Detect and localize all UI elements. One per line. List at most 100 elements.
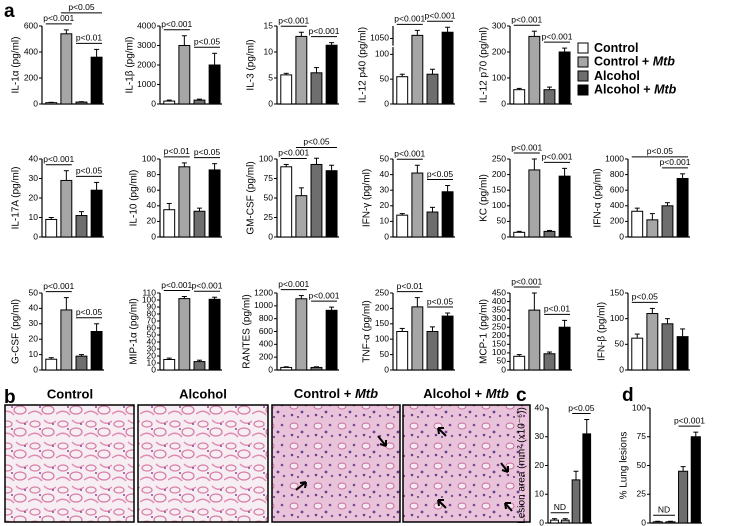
bar xyxy=(411,306,424,371)
y-tick-label: 100 xyxy=(375,49,389,59)
y-axis-label: IL-12 p40 (pg/ml) xyxy=(358,27,369,103)
y-tick-label: 50 xyxy=(29,287,39,297)
significance-label: p<0.05 xyxy=(303,137,330,147)
bar xyxy=(75,355,88,371)
y-tick-label: 0 xyxy=(33,364,38,374)
bar xyxy=(665,521,676,524)
bar xyxy=(543,230,556,238)
y-tick-label: 1000 xyxy=(137,79,156,89)
y-tick-label: 20 xyxy=(147,216,157,226)
y-tick-label: 0 xyxy=(619,364,624,374)
y-tick-label: 800 xyxy=(610,169,624,179)
legend-swatch xyxy=(577,42,589,54)
bar xyxy=(295,298,308,371)
y-tick-label: 50 xyxy=(380,349,390,359)
y-tick-label: 70 xyxy=(147,315,157,325)
bar xyxy=(396,76,409,105)
panel-label: a xyxy=(4,1,15,22)
y-tick-label: 30 xyxy=(380,184,390,194)
bar xyxy=(75,215,88,238)
y-axis-label: RANTES (pg/ml) xyxy=(242,294,253,368)
y-tick-label: 150 xyxy=(610,287,624,297)
y-tick-label: 0 xyxy=(33,231,38,241)
bar xyxy=(178,166,191,238)
y-axis-label: IFN-α (pg/ml) xyxy=(593,168,604,227)
y-tick-label: 0 xyxy=(268,231,273,241)
bar xyxy=(60,33,73,105)
bar xyxy=(441,191,454,238)
bar xyxy=(310,366,323,371)
bar xyxy=(60,179,73,238)
y-tick-label: 600 xyxy=(24,20,38,30)
y-tick-label: 200 xyxy=(24,72,38,82)
bar xyxy=(163,209,176,238)
y-tick-label: 0 xyxy=(501,231,506,241)
bar xyxy=(411,34,424,105)
y-axis-label: KC (pg/ml) xyxy=(479,174,490,222)
y-tick-label: 20 xyxy=(147,350,157,360)
y-tick-label: 30 xyxy=(29,173,39,183)
significance-label: p<0.05 xyxy=(194,147,221,157)
significance-label: p<0.001 xyxy=(278,148,309,158)
bar xyxy=(426,73,439,105)
y-tick-label: 600 xyxy=(610,184,624,194)
y-tick-label: 60 xyxy=(147,322,157,332)
y-tick-label: 75 xyxy=(637,431,647,441)
bar xyxy=(60,309,73,371)
bar xyxy=(295,35,308,105)
significance-label: p<0.05 xyxy=(76,307,103,317)
legend-label: Control xyxy=(594,41,638,55)
y-tick-label: 0 xyxy=(619,231,624,241)
bar xyxy=(528,309,541,371)
bar xyxy=(208,64,221,105)
y-tick-label: 1050 xyxy=(370,33,389,43)
significance-label: p<0.001 xyxy=(309,26,340,36)
y-tick-label: 300 xyxy=(492,20,506,30)
y-tick-label: 100 xyxy=(142,294,156,304)
bar xyxy=(325,170,338,238)
bar xyxy=(426,211,439,238)
y-tick-label: 100 xyxy=(632,402,646,412)
y-tick-label: 150 xyxy=(375,318,389,328)
y-tick-label: 0 xyxy=(151,98,156,108)
y-tick-label: 50 xyxy=(497,356,507,366)
y-tick-label: 40 xyxy=(380,169,390,179)
bar xyxy=(543,353,556,371)
y-tick-label: 10 xyxy=(29,212,39,222)
significance-label: p<0.001 xyxy=(309,290,340,300)
bar xyxy=(178,298,191,371)
significance-label: p<0.001 xyxy=(660,157,691,167)
y-tick-label: 400 xyxy=(492,296,506,306)
histology-title: Control + Mtb xyxy=(294,386,378,401)
significance-label: p<0.001 xyxy=(542,152,573,162)
bar xyxy=(426,331,439,371)
bar xyxy=(90,189,103,238)
bar xyxy=(661,205,674,238)
y-tick-label: 0 xyxy=(151,231,156,241)
bar xyxy=(558,51,571,105)
bar xyxy=(163,100,176,105)
y-tick-label: 50 xyxy=(497,216,507,226)
significance-label: p<0.05 xyxy=(568,403,595,413)
chart: 0 10 20 30 40 Lesion area (mm² (x10⁻⁶)) ND p<0.… xyxy=(517,402,595,526)
legend-label: Alcohol xyxy=(594,69,640,83)
y-tick-label: 250 xyxy=(375,287,389,297)
bar xyxy=(280,74,293,105)
bar xyxy=(558,326,571,371)
y-tick-label: 25 xyxy=(264,212,274,222)
bar xyxy=(45,358,58,371)
bar xyxy=(676,178,689,238)
y-axis-label: IL-10 (pg/ml) xyxy=(129,170,140,227)
y-tick-label: 0 xyxy=(539,517,544,526)
bar xyxy=(193,361,206,371)
